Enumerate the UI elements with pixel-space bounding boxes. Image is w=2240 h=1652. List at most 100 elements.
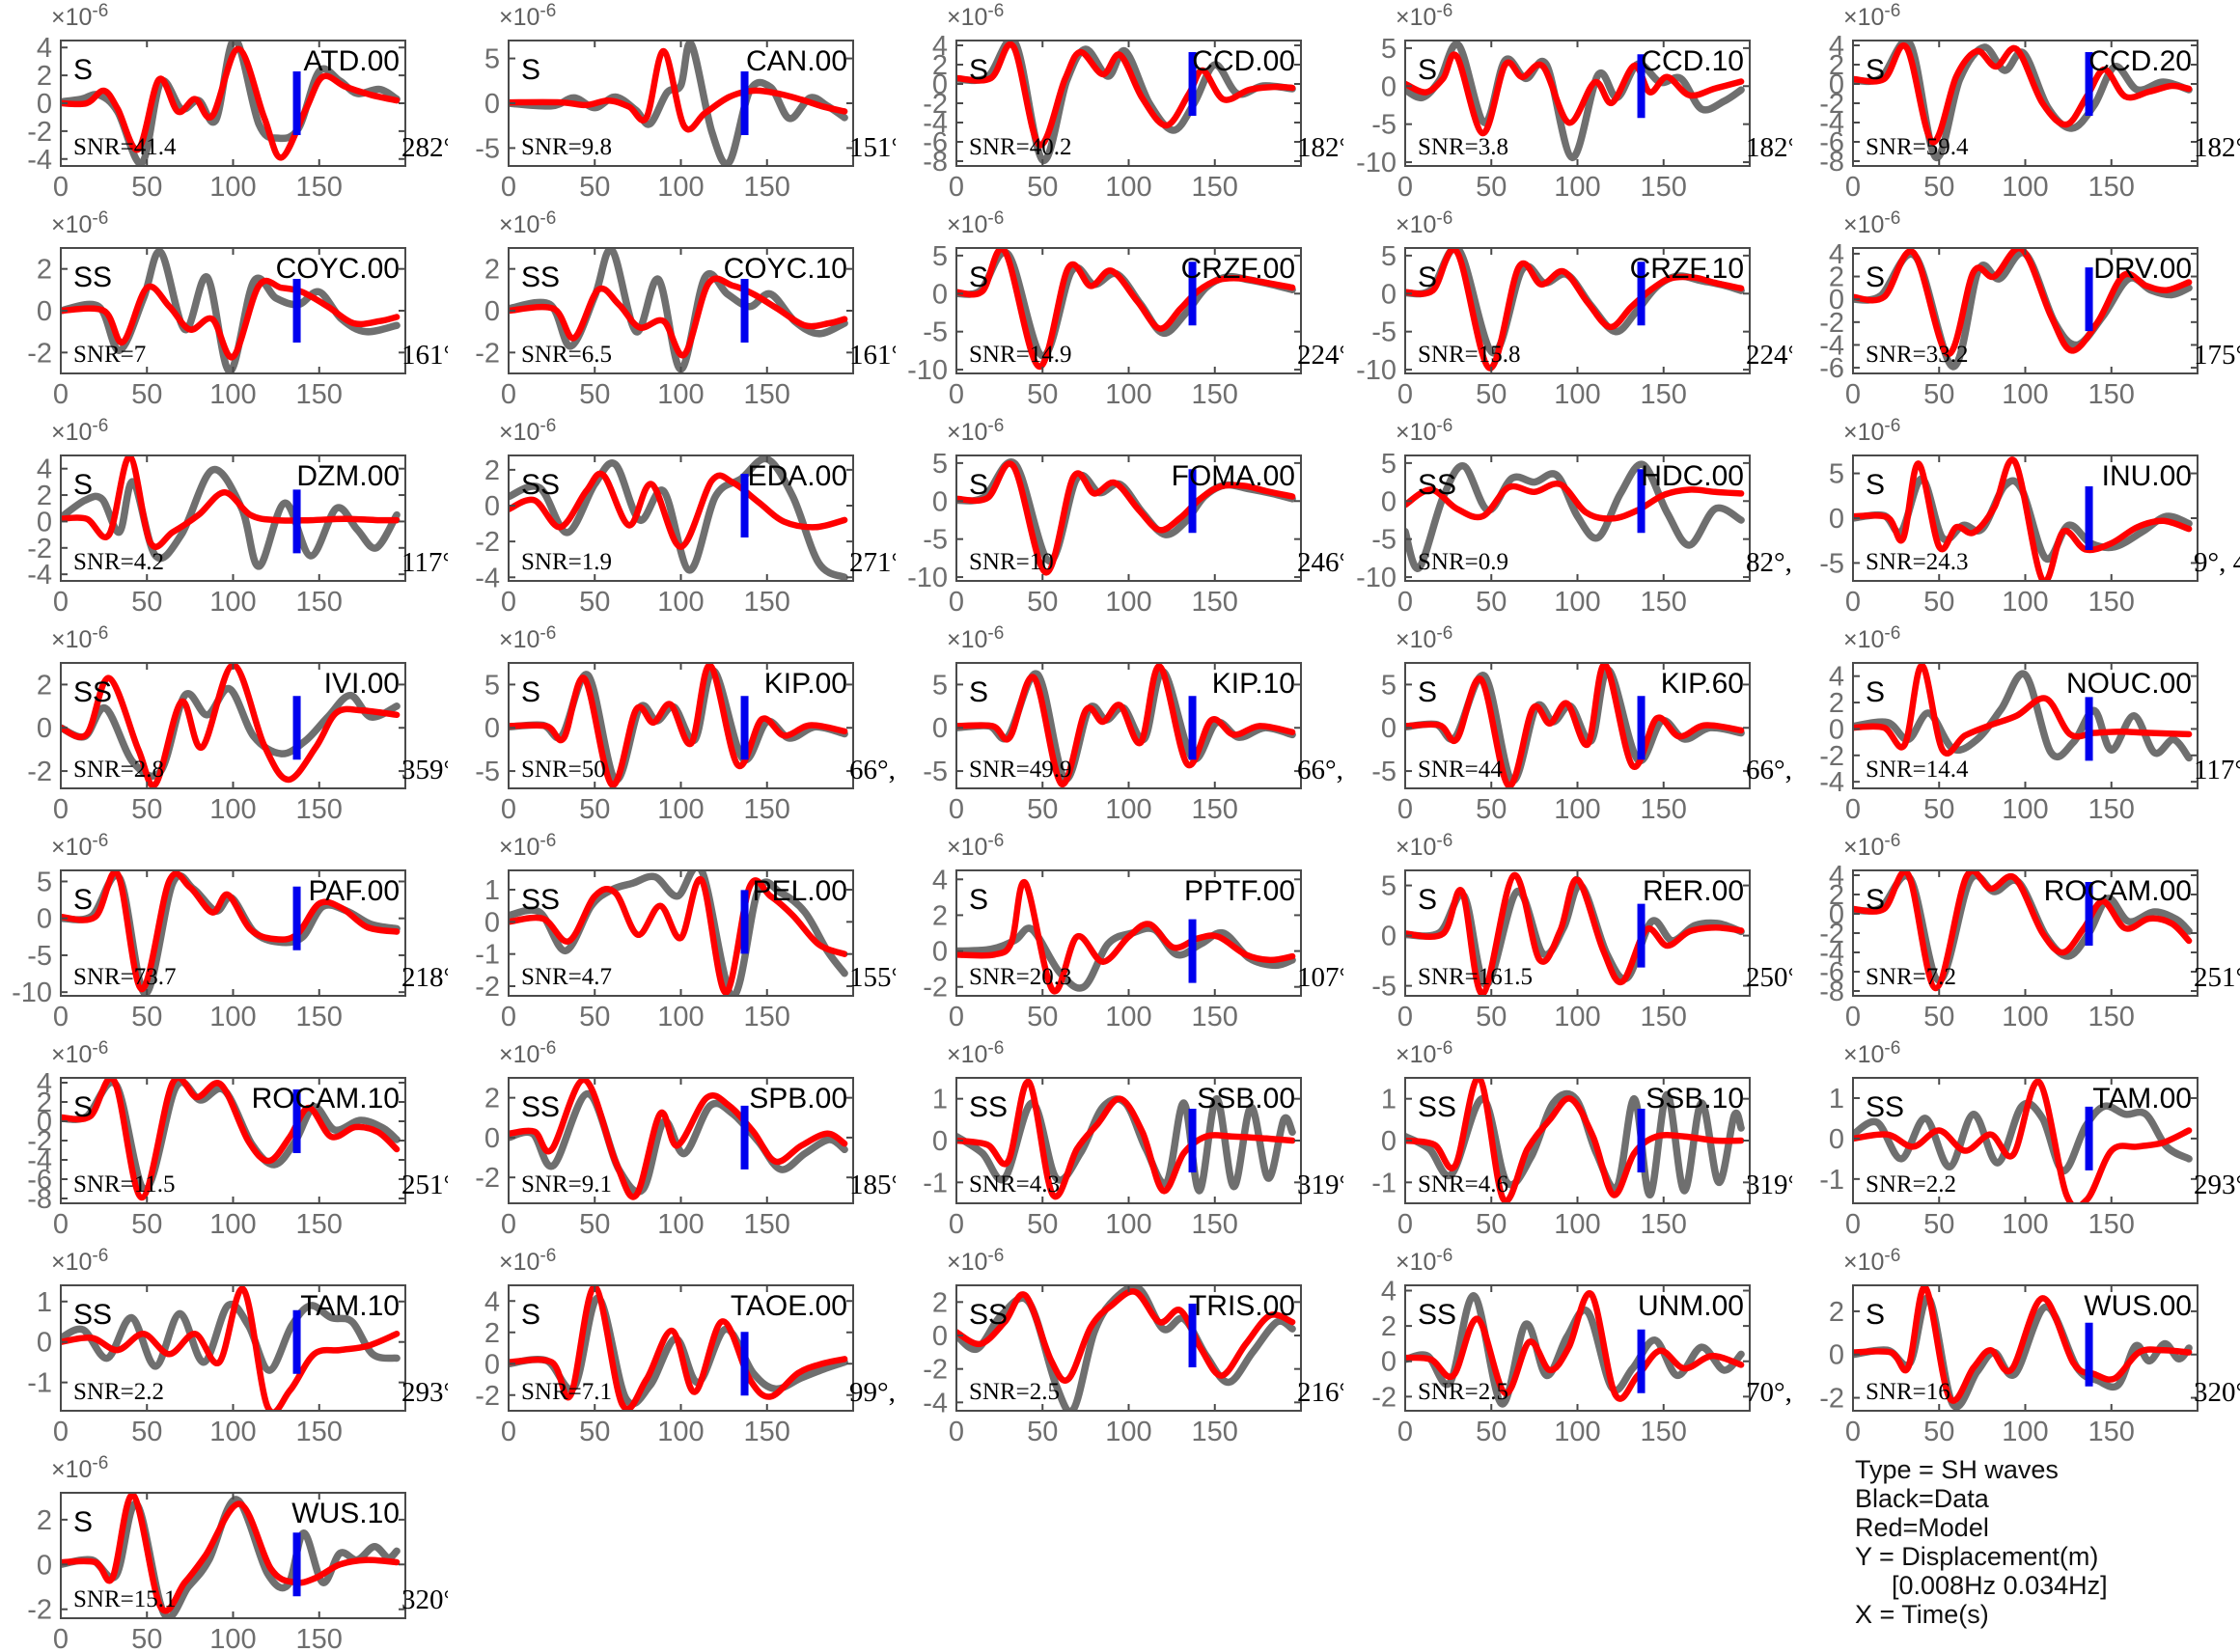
y-tick-label: -5 [1371,757,1397,787]
y-exponent-label: ×10-6 [51,208,108,238]
phase-label: S [521,54,540,86]
y-tick-label: -4 [1819,108,1844,139]
y-tick-label: -4 [1819,767,1844,798]
x-tick-label: 0 [53,587,69,618]
phase-label: S [969,262,988,293]
y-tick-label: -2 [1819,1384,1844,1415]
x-tick-label: 100 [657,1002,704,1032]
snr-label: SNR=4.7 [521,964,612,990]
x-tick-label: 0 [949,1002,964,1032]
y-tick-label: -5 [923,525,948,556]
trace-data [1406,1292,1745,1408]
phase-label: S [969,54,988,86]
trace-model [510,470,848,550]
snr-label: SNR=59.4 [1866,134,1969,160]
y-tick-label: 0 [1381,486,1397,517]
angle-label: 66°, 76° [1746,755,1792,785]
y-tick-label: 2 [484,455,500,486]
y-exponent-label: ×10-6 [1396,208,1452,238]
x-tick-label: 50 [131,172,162,203]
x-tick-label: 50 [1027,587,1058,618]
snr-label: SNR=9.1 [521,1171,612,1198]
y-tick-label: -8 [923,147,948,178]
y-tick-label: -2 [27,338,52,369]
y-tick-label: 5 [1381,871,1397,902]
y-tick-label: 1 [484,875,500,906]
y-tick-label: 0 [37,1107,52,1138]
trace-data [1406,41,1745,162]
y-tick-label: -10 [907,563,948,593]
x-tick-label: 50 [1476,794,1507,825]
phase-label: S [73,54,93,86]
x-tick-label: 100 [1554,794,1600,825]
phase-label: S [73,884,93,916]
x-tick-label: 100 [209,1209,256,1240]
y-tick-label: 0 [932,1126,948,1157]
phase-label: SS [521,469,560,501]
station-label: ROCAM.00 [2044,875,2192,907]
y-tick-label: 2 [484,255,500,286]
y-tick-label: -5 [1371,110,1397,141]
y-exponent-label: ×10-6 [499,208,556,238]
x-tick-label: 100 [1105,1209,1151,1240]
x-tick-label: 0 [949,794,964,825]
y-tick-label: 0 [1381,279,1397,310]
y-tick-label: 0 [484,296,500,327]
station-label: ATD.00 [304,45,400,77]
figure-legend: Type = SH waves Black=Data Red=Model Y = Di… [1855,1455,2237,1629]
x-tick-label: 50 [1027,379,1058,410]
y-exponent-label: ×10-6 [1396,1038,1452,1068]
angle-label: 182°, 68° [1297,132,1343,163]
y-tick-label: 2 [484,1318,500,1349]
y-tick-label: 0 [37,1550,52,1581]
y-tick-label: 4 [932,865,948,895]
x-tick-label: 150 [296,587,343,618]
station-label: COYC.00 [276,253,400,285]
y-tick-label: -5 [1371,525,1397,556]
x-tick-label: 0 [53,172,69,203]
x-tick-label: 100 [209,1002,256,1032]
trace-data [1854,41,2193,161]
x-tick-label: 150 [296,794,343,825]
trace-model [957,1288,1296,1384]
y-tick-label: -6 [1819,127,1844,158]
y-exponent-label: ×10-6 [1843,208,1900,238]
x-tick-label: 50 [131,794,162,825]
station-label: CAN.00 [746,45,847,77]
trace-model [1854,1079,2193,1202]
y-exponent-label: ×10-6 [1843,416,1900,446]
trace-model [62,1286,401,1410]
y-exponent-label: ×10-6 [947,1246,1004,1276]
phase-label: S [73,1506,93,1538]
y-tick-label: -2 [475,338,500,369]
legend-line: Black=Data [1855,1484,1989,1513]
legend-line: Red=Model [1855,1513,1989,1542]
y-tick-label: -8 [27,1184,52,1215]
y-exponent-label: ×10-6 [1843,1038,1900,1068]
y-tick-label: 0 [1381,1126,1397,1157]
x-tick-label: 0 [1397,794,1413,825]
y-tick-label: -2 [27,534,52,564]
x-tick-label: 100 [2002,379,2048,410]
phase-label: SS [969,1299,1008,1331]
snr-label: SNR=161.5 [1418,964,1533,990]
y-exponent-label: ×10-6 [1396,831,1452,861]
angle-label: 185°, 150° [849,1170,896,1200]
x-tick-label: 0 [1845,172,1861,203]
x-tick-label: 100 [209,794,256,825]
x-tick-label: 0 [1397,172,1413,203]
x-tick-label: 150 [296,172,343,203]
x-tick-label: 0 [53,794,69,825]
legend-line: X = Time(s) [1855,1600,1989,1629]
y-tick-label: -4 [1819,330,1844,361]
station-label: WUS.00 [2084,1290,2192,1322]
snr-label: SNR=2.8 [73,757,164,783]
y-tick-label: 0 [932,69,948,100]
trace-data [62,685,401,780]
